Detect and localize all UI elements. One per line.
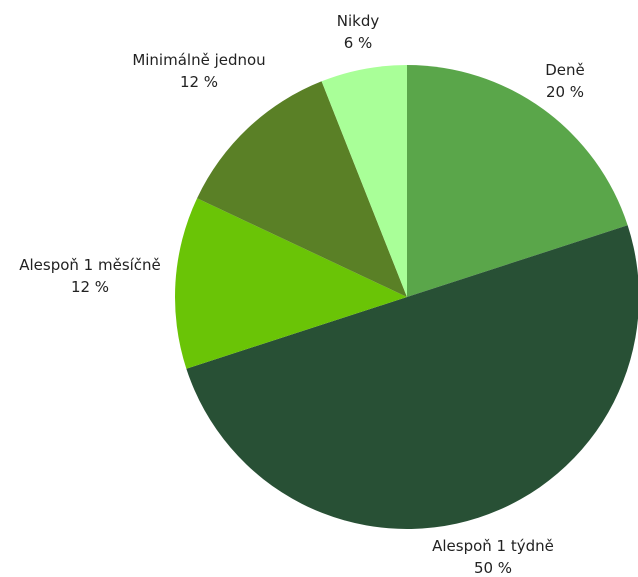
- slice-label-5: Nikdy: [337, 12, 380, 30]
- slice-label-2: Alespoň 1 týdně: [432, 537, 554, 555]
- slice-label-1: Deně: [545, 61, 585, 79]
- slice-label-4: Minimálně jednou: [132, 51, 265, 69]
- slice-value-label-5: 6 %: [344, 34, 373, 52]
- slice-value-label-3: 12 %: [71, 278, 109, 296]
- pie-slice-3: [174, 198, 407, 369]
- pie-slice-5: [321, 65, 407, 297]
- slice-value-label-4: 12 %: [180, 73, 218, 91]
- pie-slice-4: [197, 81, 407, 297]
- pie-slice-1: [407, 65, 628, 297]
- slice-value-label-2: 50 %: [474, 559, 512, 573]
- pie-slices: [174, 65, 638, 529]
- slice-label-3: Alespoň 1 měsíčně: [19, 256, 161, 274]
- slice-value-label-1: 20 %: [546, 83, 584, 101]
- pie-slice-2: [186, 225, 638, 529]
